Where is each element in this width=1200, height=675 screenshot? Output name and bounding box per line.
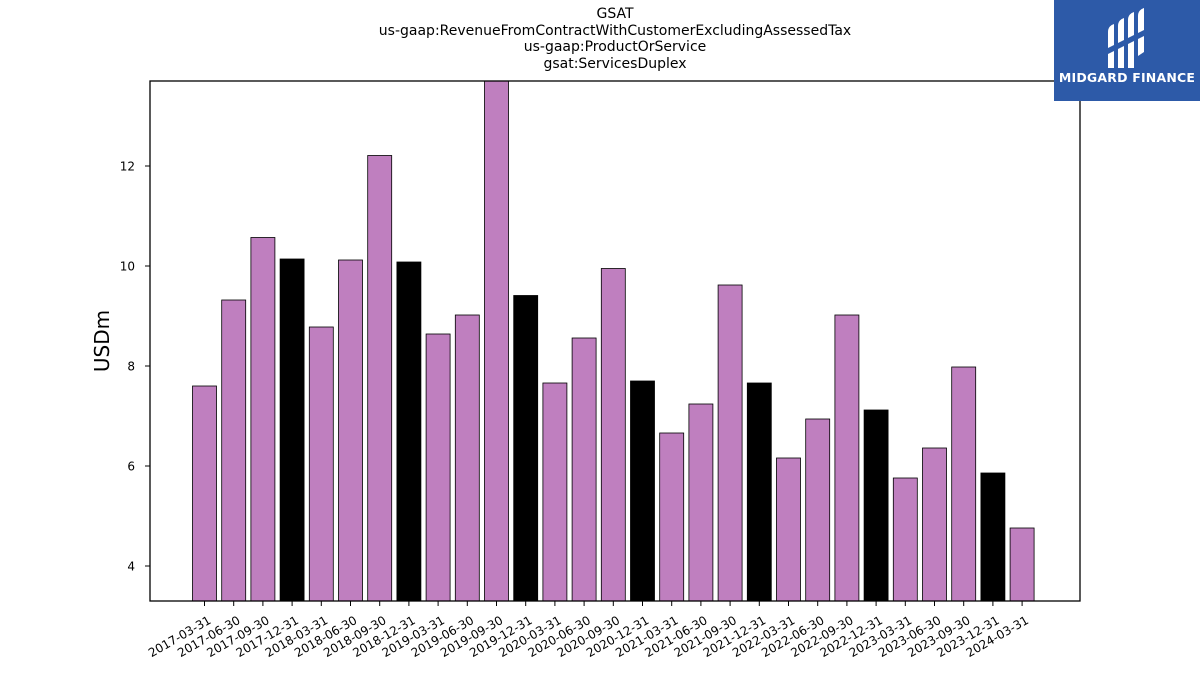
bar-2019-03-31 (425, 333, 451, 602)
bar-2020-09-30 (600, 268, 626, 602)
chart-title: GSAT us-gaap:RevenueFromContractWithCust… (150, 6, 1080, 72)
bar-2018-06-30 (338, 259, 363, 602)
bar-2019-09-30 (484, 80, 509, 602)
bar-2021-03-31 (659, 432, 685, 602)
bar-2019-06-30 (454, 314, 480, 602)
bar-2018-12-31 (396, 261, 422, 602)
bar-2023-12-31 (980, 472, 1006, 602)
bar-2022-03-31 (776, 457, 801, 602)
plot-frame (149, 80, 1081, 602)
chart-title-line-4: gsat:ServicesDuplex (543, 55, 687, 72)
x-axis: 2017-03-312017-06-302017-09-302017-12-31… (146, 601, 1031, 660)
bar-2017-12-31 (279, 258, 305, 602)
bar-2018-03-31 (308, 326, 334, 602)
logo-mark-icon (1108, 8, 1144, 68)
y-axis: 4 6 8 10 12 (120, 160, 150, 574)
bar-2017-09-30 (250, 237, 276, 602)
bar-2017-06-30 (221, 299, 247, 602)
bars-group (192, 80, 1035, 602)
bar-2020-03-31 (542, 382, 568, 602)
bar-2023-09-30 (951, 366, 977, 602)
midgard-finance-logo: MIDGARD FINANCE (1054, 0, 1200, 101)
y-tick-label: 6 (127, 460, 135, 474)
y-axis-label: USDm (90, 310, 114, 372)
bar-2022-06-30 (805, 418, 831, 602)
y-tick-label: 8 (127, 360, 135, 374)
bar-2017-03-31 (192, 385, 217, 602)
chart-title-line-2: us-gaap:RevenueFromContractWithCustomerE… (378, 22, 852, 39)
bar-2018-09-30 (367, 155, 393, 602)
y-tick-label: 4 (127, 560, 135, 574)
y-tick-label: 10 (120, 260, 135, 274)
bar-2024-03-31 (1009, 527, 1035, 602)
bar-2023-03-31 (892, 477, 918, 602)
bar-2021-12-31 (746, 382, 772, 602)
chart-title-line-1: GSAT (596, 6, 634, 22)
y-tick-label: 12 (120, 160, 135, 174)
logo-text: MIDGARD FINANCE (1058, 70, 1196, 85)
bar-2022-09-30 (834, 314, 860, 602)
bar-2021-09-30 (717, 284, 743, 602)
bar-2020-06-30 (571, 337, 597, 602)
chart-title-line-3: us-gaap:ProductOrService (523, 39, 707, 55)
bar-2022-12-31 (863, 409, 889, 602)
bar-2020-12-31 (630, 380, 655, 602)
bar-2021-06-30 (688, 403, 714, 602)
bar-2023-06-30 (922, 447, 947, 602)
bar-2019-12-31 (513, 295, 539, 602)
